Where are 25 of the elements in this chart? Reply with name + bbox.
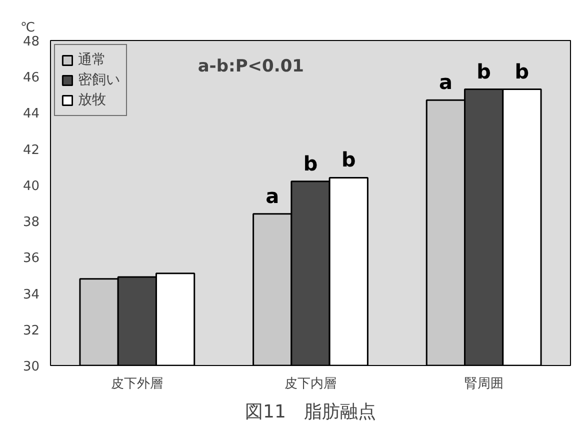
text: 図11 脂肪融点 [245,402,376,422]
annotation: a-b:P<0.01 [198,56,304,77]
y-axis-title: ℃ [20,20,36,36]
legend-label: 密飼い [78,71,120,89]
data-label: b [303,151,318,176]
y-tick-label: 46 [22,70,40,86]
data-label: a [266,184,280,208]
y-tick-label: 36 [22,251,40,266]
data-label: b [476,59,492,84]
y-tick-label: 30 [22,360,40,374]
x-tick-label: 腎周囲 [464,376,504,392]
data-label: b [514,59,530,84]
x-tick-label: 皮下外層 [111,376,164,392]
y-tick-label: 38 [22,215,40,230]
data-label: a [438,70,452,94]
legend-label: 通常 [78,51,106,69]
y-tick-label: 48 [22,34,40,50]
legend-label: 放牧 [78,91,106,109]
data-label: b [341,148,356,172]
y-tick-label: 44 [22,106,40,122]
y-tick-label: 42 [22,142,40,158]
y-tick-label: 40 [22,178,40,194]
y-tick-label: 34 [22,287,40,302]
y-tick-label: 32 [22,323,40,338]
x-tick-label: 皮下内層 [284,376,336,392]
